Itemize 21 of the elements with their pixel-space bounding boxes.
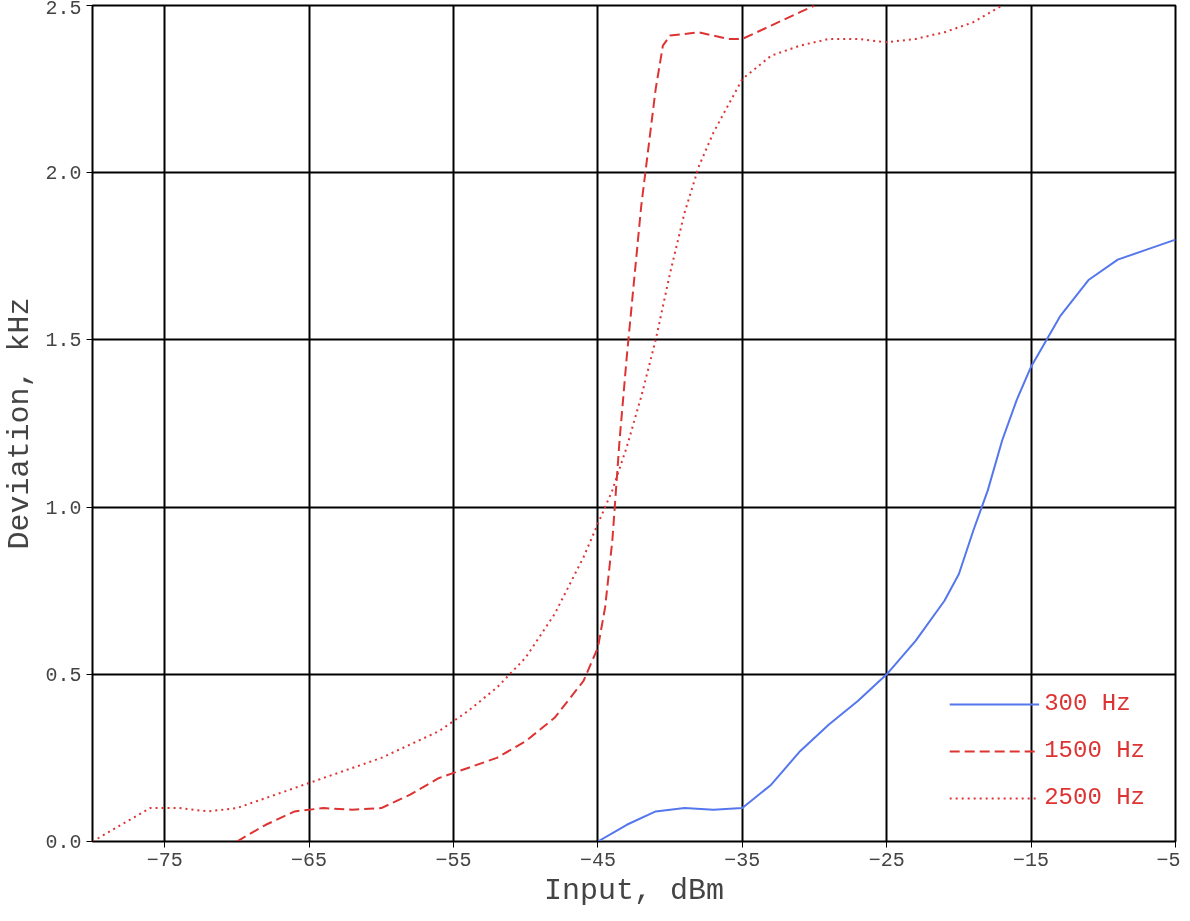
legend-label: 2500 Hz — [1044, 784, 1145, 811]
x-tick-label: −25 — [868, 848, 905, 872]
x-tick-label: −5 — [1156, 848, 1181, 872]
y-tick-label: 2.5 — [45, 0, 82, 20]
y-tick-label: 1.5 — [45, 329, 82, 353]
line-series — [92, 5, 1004, 842]
y-tick-label: 0.5 — [45, 663, 82, 687]
y-axis-title: Deviation, kHz — [3, 297, 38, 550]
x-axis-title: Input, dBm — [543, 873, 725, 908]
x-tick-label: −15 — [1013, 848, 1050, 872]
x-tick-label: −65 — [291, 848, 328, 872]
x-tick-label: −75 — [146, 848, 183, 872]
y-tick-label: 1.0 — [45, 496, 82, 520]
y-tick-label: 2.0 — [45, 162, 82, 186]
legend-label: 300 Hz — [1044, 690, 1131, 717]
x-tick-label: −35 — [724, 848, 761, 872]
legend-label: 1500 Hz — [1044, 737, 1145, 764]
x-tick-label: −55 — [435, 848, 472, 872]
y-tick-label: 0.0 — [45, 831, 82, 854]
line-series — [596, 238, 1176, 842]
x-tick-label: −45 — [579, 848, 616, 872]
